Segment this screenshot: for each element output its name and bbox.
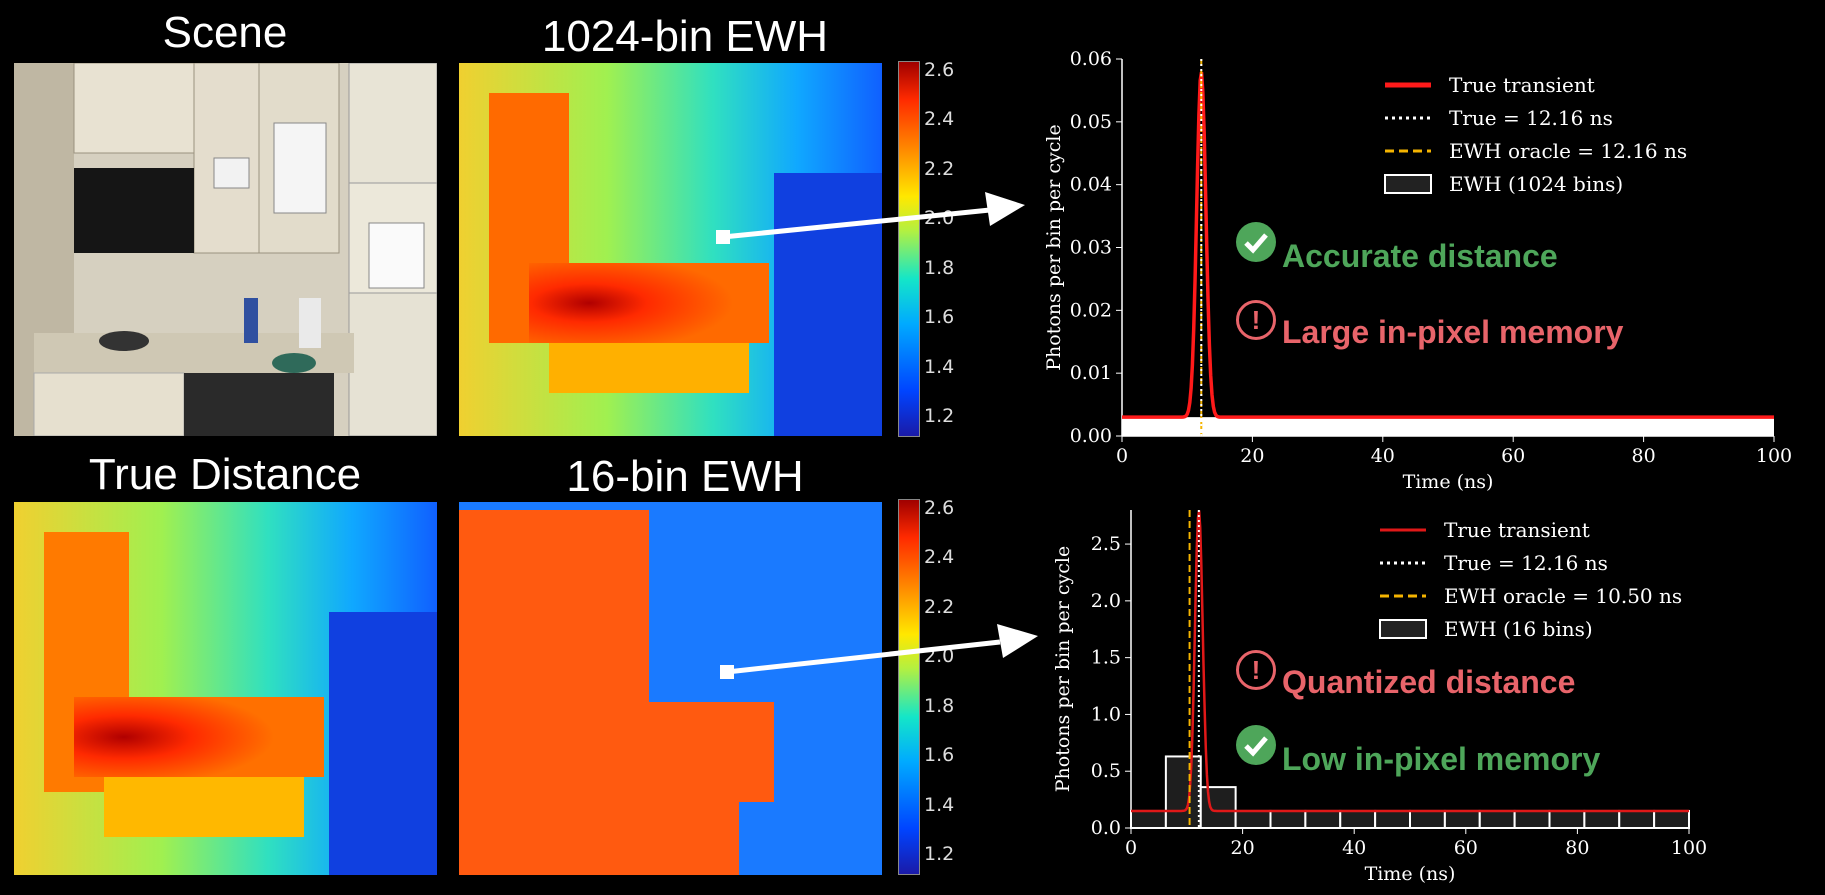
ewh-bin: [1548, 809, 1586, 830]
y-tick-label: 0.5: [1091, 760, 1121, 782]
ewh-bin: [1443, 809, 1481, 830]
ewh16-depth-map: [459, 502, 882, 875]
colorbar-tick: 2.6: [924, 497, 955, 519]
colorbar-tick: 2.4: [924, 546, 955, 569]
true-transient-line: [1131, 510, 1689, 813]
colorbar-bottom: [898, 499, 920, 875]
y-tick-label: 0.06: [1070, 48, 1112, 70]
colorbar-tick: 1.6: [924, 306, 955, 329]
true-distance-map: [14, 502, 437, 875]
y-tick-label: 0.00: [1070, 425, 1112, 447]
legend-swatch: [1379, 619, 1427, 639]
y-tick-label: 0.0: [1091, 817, 1121, 839]
x-tick-label: 40: [1342, 837, 1366, 859]
colorbar-tick: 1.8: [924, 256, 955, 279]
colorbar-tick: 1.4: [924, 793, 955, 816]
x-axis-label: Time (ns): [1365, 863, 1456, 885]
ewh-bin: [1234, 809, 1272, 830]
x-tick-label: 20: [1240, 445, 1264, 467]
colorbar-tick: 1.8: [924, 694, 955, 717]
y-tick-label: 2.5: [1091, 533, 1121, 555]
colorbar-tick: 2.2: [924, 595, 955, 618]
y-tick-label: 1.0: [1091, 703, 1121, 725]
ewh-bin: [1513, 809, 1551, 830]
colorbar-top: [898, 61, 920, 437]
arrow-top: [716, 192, 1025, 244]
bottom-bad-message: Quantized distance: [1282, 664, 1576, 700]
true-transient-line: [1122, 71, 1774, 419]
ewh-bin: [1269, 809, 1307, 830]
y-tick-label: 0.05: [1070, 111, 1112, 133]
legend-entry: True transient: [1444, 518, 1590, 542]
x-tick-label: 60: [1501, 445, 1525, 467]
x-tick-label: 40: [1371, 445, 1395, 467]
bottom-good-message: Low in-pixel memory: [1282, 741, 1601, 777]
y-tick-label: 0.02: [1070, 299, 1112, 321]
legend-entry: True = 12.16 ns: [1444, 551, 1608, 575]
check-icon-top: [1236, 222, 1276, 262]
top-bad-message: Large in-pixel memory: [1282, 314, 1624, 350]
warning-icon-top: !: [1236, 300, 1276, 340]
ewh-bin: [1583, 809, 1621, 830]
colorbar-tick: 1.6: [924, 744, 955, 767]
scene-image: [14, 63, 437, 436]
y-axis-label: Photons per bin per cycle: [1052, 546, 1074, 792]
ewh-bin: [1164, 755, 1202, 830]
legend-entry: EWH oracle = 10.50 ns: [1444, 584, 1682, 608]
scene-title: Scene: [162, 8, 288, 57]
legend-entry: EWH (16 bins): [1444, 617, 1593, 641]
ewh-bin: [1304, 809, 1342, 830]
legend-entry: EWH oracle = 12.16 ns: [1449, 139, 1687, 163]
colorbar-tick: 1.4: [924, 355, 955, 378]
ewh-bin: [1618, 809, 1656, 830]
ewh-bins-fill: [1122, 417, 1774, 436]
top-good-message: Accurate distance: [1282, 238, 1558, 274]
y-tick-label: 0.03: [1070, 237, 1112, 259]
ewh16-title: 16-bin EWH: [566, 452, 804, 501]
ewh-bin: [1374, 809, 1411, 830]
ewh-bin: [1478, 809, 1516, 830]
arrow-bottom: [720, 624, 1038, 679]
x-tick-label: 80: [1565, 837, 1589, 859]
legend-entry: True = 12.16 ns: [1449, 106, 1613, 130]
ewh-bin: [1339, 809, 1377, 830]
x-tick-label: 0: [1116, 445, 1128, 467]
chart-ewh16: 0 20 40 60 80 100 0.0 0.5 1.0 1.5 2.0 2.5 Time (ns) P…: [1052, 510, 1707, 885]
chart-ewh1024: 0 20 40 60 80 100 0.00 0.01 0.02 0.03 0.04 0.05 0.06…: [1043, 48, 1792, 493]
legend-swatch: [1384, 174, 1432, 194]
x-axis-label: Time (ns): [1403, 471, 1494, 493]
y-tick-label: 0.01: [1070, 362, 1112, 384]
ewh1024-title: 1024-bin EWH: [541, 12, 829, 61]
x-tick-label: 20: [1231, 837, 1255, 859]
check-icon-bottom: [1236, 725, 1276, 765]
true-distance-title: True Distance: [88, 450, 362, 499]
legend-entry: EWH (1024 bins): [1449, 172, 1623, 196]
colorbar-tick: 1.2: [924, 843, 955, 865]
colorbar-tick: 2.2: [924, 157, 955, 180]
x-tick-label: 60: [1454, 837, 1478, 859]
y-tick-label: 0.04: [1070, 174, 1112, 196]
legend-entry: True transient: [1449, 73, 1595, 97]
colorbar-tick: 1.2: [924, 405, 955, 427]
y-tick-label: 1.5: [1091, 647, 1121, 669]
x-tick-label: 80: [1632, 445, 1656, 467]
ewh-bin: [1409, 809, 1446, 830]
ewh-bin: [1130, 809, 1167, 830]
y-axis-label: Photons per bin per cycle: [1043, 124, 1065, 370]
ewh-bin: [1653, 809, 1690, 830]
x-tick-label: 100: [1756, 445, 1792, 467]
colorbar-tick: 2.4: [924, 108, 955, 131]
x-tick-label: 0: [1125, 837, 1137, 859]
x-tick-label: 100: [1671, 837, 1707, 859]
colorbar-tick: 2.6: [924, 59, 955, 81]
warning-icon-bottom: !: [1236, 650, 1276, 690]
ewh-bin: [1199, 786, 1237, 830]
ewh1024-depth-map: [459, 63, 882, 436]
y-tick-label: 2.0: [1091, 590, 1121, 612]
